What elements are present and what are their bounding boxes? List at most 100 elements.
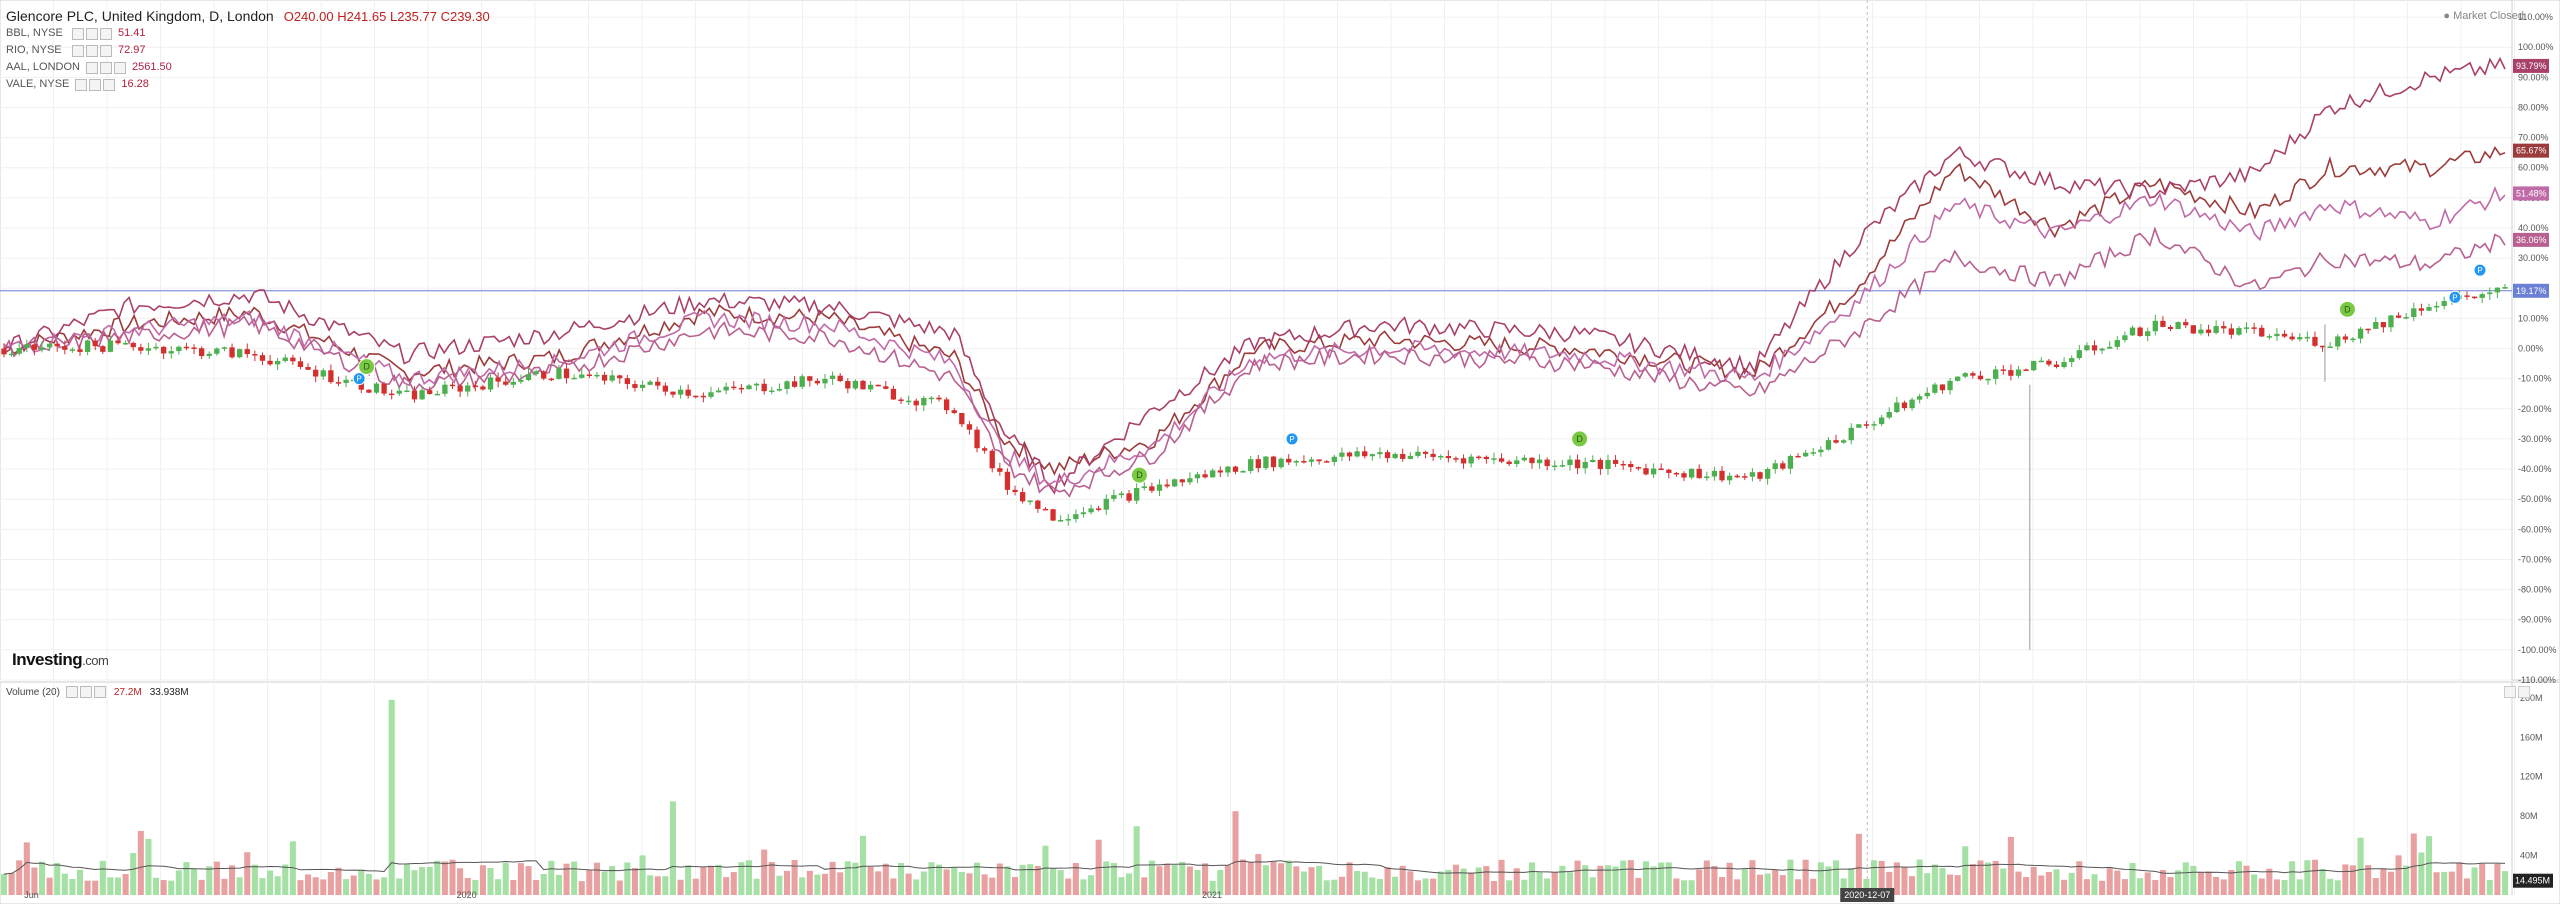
candle-body [160,346,167,354]
price-event-badge[interactable] [1285,432,1299,446]
dividend-badge[interactable] [1130,466,1148,484]
volume-bar [1270,861,1277,895]
candle-body [2395,315,2402,318]
volume-bar [776,875,783,895]
instrument-title[interactable]: Glencore PLC, United Kingdom, D, London [6,8,274,24]
volume-bar [1376,878,1383,895]
candle-body [1179,479,1185,483]
candle-body [381,383,387,394]
candle-body [898,399,904,402]
candle-body [1506,461,1512,464]
dividend-badge[interactable] [2338,300,2356,318]
candle-body [252,354,258,356]
volume-bar [403,863,410,895]
candle-body [1605,459,1611,469]
compare-row[interactable]: RIO, NYSE 72.97 [6,42,490,59]
volume-bar [1133,826,1140,895]
volume-bar [1088,875,1095,895]
volume-bar [2045,872,2052,895]
volume-bar [1909,876,1916,895]
candle-body [1696,468,1702,479]
volume-bar [1582,865,1589,895]
volume-controls[interactable] [65,686,106,698]
dividend-badge[interactable] [1571,430,1589,448]
candle-body [753,383,760,386]
candle-body [2327,346,2333,348]
candle-body [1111,495,1117,499]
compare-controls[interactable] [85,61,126,74]
volume-bar [624,862,631,895]
volume-bar [2129,862,2136,895]
compare-controls[interactable] [72,44,112,57]
candle-body [1825,440,1832,450]
candle-body [1491,458,1497,460]
candle-body [890,388,897,400]
candle-body [2350,338,2356,341]
volume-bar [2083,879,2090,895]
volume-bar [685,865,692,895]
candle-body [1331,456,1337,462]
candle-body [1324,461,1330,463]
volume-bar [1969,864,1976,895]
candle-body [1924,392,1930,397]
dividend-badge[interactable] [358,358,376,376]
candle-body [981,448,988,451]
price-event-badge[interactable] [2448,290,2462,304]
candle-body [2031,360,2037,371]
candle-body [320,370,326,377]
candle-body [366,389,372,393]
candle-body [685,389,691,396]
candle-body [1666,469,1672,473]
y-tick-label: 110.00% [2518,12,2553,22]
candle-body [1301,461,1307,463]
candle-body [1985,378,1991,381]
candle-body [1704,476,1710,479]
candle-body [1460,458,1467,464]
candle-body [2259,327,2265,337]
candle-body [1103,498,1109,510]
volume-bar [137,830,144,895]
candle-body [1354,451,1360,457]
candle-body [2205,329,2212,333]
series-end-label-bg [2513,232,2549,247]
volume-bar [609,866,616,895]
candle-body [723,386,729,391]
compare-line-vale [3,226,2506,498]
series-end-label: 36.06% [2516,235,2547,245]
volume-label[interactable]: Volume (20) [6,686,60,698]
volume-bar [1521,879,1528,895]
price-event-badge[interactable] [352,372,366,386]
candle-body [191,347,197,349]
volume-bar [799,877,806,895]
compare-row[interactable]: VALE, NYSE 16.28 [6,76,490,93]
candle-body [2160,320,2166,327]
volume-bar [540,874,547,895]
compare-row[interactable]: AAL, LONDON 2561.50 [6,59,490,76]
volume-current-label-bg [2513,873,2553,888]
candle-body [1149,486,1155,491]
volume-bar [2456,862,2463,895]
volume-bar [335,867,342,895]
candle-body [974,429,980,449]
candle-body [1977,375,1984,380]
candle-body [1673,472,1680,475]
candle-body [2000,369,2006,371]
compare-row[interactable]: BBL, NYSE 51.41 [6,25,490,42]
candle-body [24,344,30,349]
compare-controls[interactable] [72,27,112,40]
candle-body [2411,308,2417,318]
volume-bar [1224,865,1231,895]
volume-bar [2182,862,2189,895]
candle-body [1073,514,1079,520]
volume-bar [2152,879,2159,895]
candle-body [411,390,418,400]
volume-bar [168,880,175,895]
volume-pane-controls[interactable] [2504,686,2530,698]
candle-body [259,355,266,361]
ohlc-readout: O240.00 H241.65 L235.77 C239.30 [283,9,490,24]
volume-bar [1886,871,1893,895]
compare-controls[interactable] [75,78,116,91]
price-event-badge[interactable] [2473,263,2487,277]
volume-bar [761,849,768,895]
